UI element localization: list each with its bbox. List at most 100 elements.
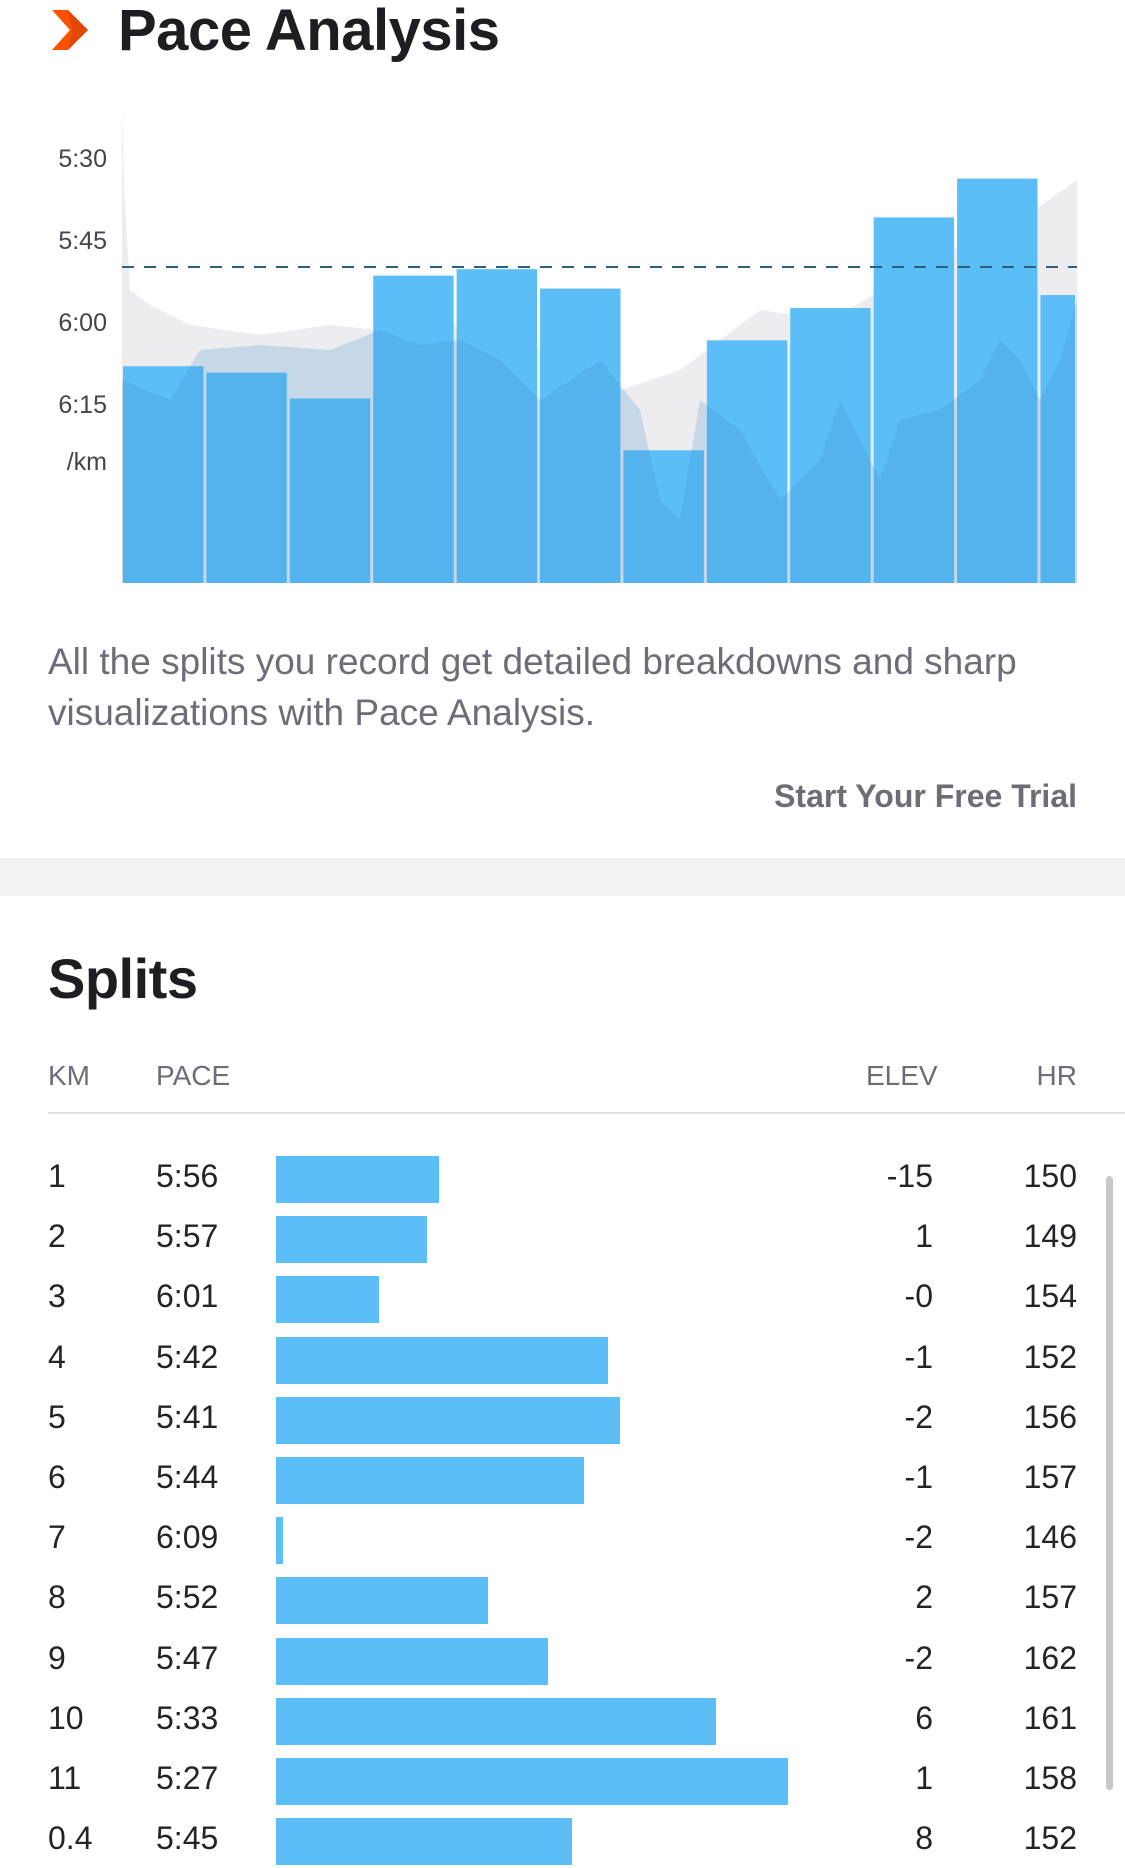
strava-chevron-icon [52, 10, 88, 50]
split-pace-bar [276, 1156, 440, 1203]
split-row[interactable]: 6 5:44 -1 157 [0, 1447, 1125, 1507]
split-km: 8 [48, 1579, 66, 1616]
split-row[interactable]: 11 5:27 1 158 [0, 1748, 1125, 1808]
split-pace-bar [276, 1758, 788, 1805]
split-km: 6 [48, 1459, 66, 1495]
section-divider [0, 858, 1125, 896]
split-elev: 1 [915, 1218, 933, 1255]
split-pace-bar [276, 1818, 572, 1866]
split-row[interactable]: 7 6:09 -2 146 [0, 1507, 1125, 1567]
scrollbar[interactable] [1106, 1176, 1113, 1790]
split-pace-bar [276, 1216, 428, 1264]
split-pace-bar [276, 1336, 608, 1384]
split-row[interactable]: 0.4 5:45 8 152 [0, 1808, 1125, 1868]
pace-bar-10 [873, 217, 955, 583]
pace-bar-1 [123, 366, 204, 583]
split-elev: -15 [886, 1158, 933, 1194]
split-hr: 152 [1023, 1338, 1077, 1375]
splits-title: Splits [48, 947, 198, 1010]
split-pace: 5:33 [156, 1699, 219, 1736]
split-km: 9 [48, 1639, 66, 1676]
split-km: 3 [48, 1278, 66, 1315]
split-pace: 5:27 [156, 1760, 219, 1796]
split-row[interactable]: 2 5:57 1 149 [0, 1206, 1125, 1266]
split-pace: 5:56 [156, 1158, 219, 1194]
split-pace-bar [276, 1276, 380, 1324]
split-km: 10 [48, 1699, 84, 1736]
split-hr: 157 [1023, 1579, 1077, 1616]
split-hr: 152 [1023, 1820, 1077, 1857]
header-km: KM [48, 1060, 90, 1091]
pace-chart: 5:30 5:45 6:00 6:15/km [58, 100, 1077, 583]
split-row[interactable]: 5 5:41 -2 156 [0, 1387, 1125, 1447]
y-tick-label: 5:45 [58, 227, 107, 255]
pace-bar-11 [957, 178, 1038, 583]
splits-section: Splits KM PACE ELEV HR 1 5:56 -15 150 2 5:57 1… [0, 896, 1125, 1866]
split-elev: -1 [904, 1459, 933, 1495]
split-pace: 6:01 [156, 1278, 219, 1315]
pace-bar-9 [790, 307, 871, 583]
pace-bar-6 [540, 288, 621, 583]
split-row[interactable]: 3 6:01 -0 154 [0, 1266, 1125, 1326]
split-elev: 6 [915, 1699, 933, 1736]
split-pace-bar [276, 1697, 716, 1745]
header-hr: HR [1036, 1060, 1077, 1091]
split-pace: 5:47 [156, 1639, 219, 1676]
split-row[interactable]: 10 5:33 6 161 [0, 1688, 1125, 1748]
split-pace: 5:45 [156, 1820, 219, 1857]
split-row[interactable]: 9 5:47 -2 162 [0, 1628, 1125, 1688]
split-row[interactable]: 8 5:52 2 157 [0, 1567, 1125, 1627]
pace-bar-2 [206, 372, 287, 583]
split-km: 0.4 [48, 1820, 93, 1857]
pace-bar-0.4 [1040, 295, 1075, 583]
split-pace: 5:44 [156, 1459, 219, 1495]
split-pace: 5:41 [156, 1398, 219, 1435]
split-pace: 5:57 [156, 1218, 219, 1255]
split-km: 5 [48, 1398, 66, 1435]
split-hr: 158 [1023, 1760, 1077, 1796]
split-km: 1 [48, 1158, 66, 1194]
split-hr: 154 [1023, 1278, 1077, 1315]
start-free-trial-button[interactable]: Start Your Free Trial [774, 778, 1077, 814]
y-unit-label: /km [67, 448, 107, 476]
split-elev: -2 [904, 1519, 933, 1556]
pace-bar-3 [289, 398, 371, 583]
pace-bar-4 [373, 275, 454, 583]
split-km: 7 [48, 1519, 66, 1556]
split-row[interactable]: 4 5:42 -1 152 [0, 1327, 1125, 1387]
split-row[interactable]: 1 5:56 -15 150 [0, 1146, 1125, 1206]
split-elev: 8 [915, 1820, 933, 1857]
pace-analysis-description: All the splits you record get detailed b… [48, 641, 1017, 733]
split-km: 4 [48, 1338, 66, 1375]
split-km: 2 [48, 1218, 66, 1255]
pace-bar-8 [706, 340, 788, 583]
split-elev: -2 [904, 1639, 933, 1676]
pace-analysis-title: Pace Analysis [118, 0, 500, 63]
split-pace-bar [276, 1517, 284, 1565]
split-pace-bar [276, 1396, 620, 1444]
header-pace: PACE [156, 1060, 231, 1091]
split-pace: 6:09 [156, 1519, 219, 1556]
split-hr: 162 [1023, 1639, 1077, 1676]
header-elev: ELEV [866, 1060, 938, 1091]
split-hr: 157 [1023, 1459, 1077, 1495]
y-tick-label: 6:15 [58, 391, 107, 419]
split-pace-bar [276, 1637, 548, 1685]
y-tick-label: 6:00 [58, 309, 107, 337]
pace-analysis-section: Pace Analysis 5:30 5:45 6:00 6:15/km All th… [0, 0, 1125, 858]
split-elev: 2 [915, 1579, 933, 1616]
split-pace-bar [276, 1577, 488, 1625]
pace-analysis-header: Pace Analysis [48, 0, 500, 63]
split-km: 11 [48, 1760, 82, 1796]
header-divider [48, 1112, 1125, 1114]
split-hr: 156 [1023, 1398, 1077, 1435]
split-elev: -2 [904, 1398, 933, 1435]
pace-bar-5 [456, 269, 538, 583]
split-hr: 161 [1023, 1699, 1077, 1736]
split-pace: 5:52 [156, 1579, 219, 1616]
split-elev: -0 [904, 1278, 933, 1315]
split-elev: -1 [904, 1338, 933, 1375]
y-tick-label: 5:30 [58, 145, 107, 173]
split-hr: 149 [1023, 1218, 1077, 1255]
split-elev: 1 [915, 1760, 933, 1796]
